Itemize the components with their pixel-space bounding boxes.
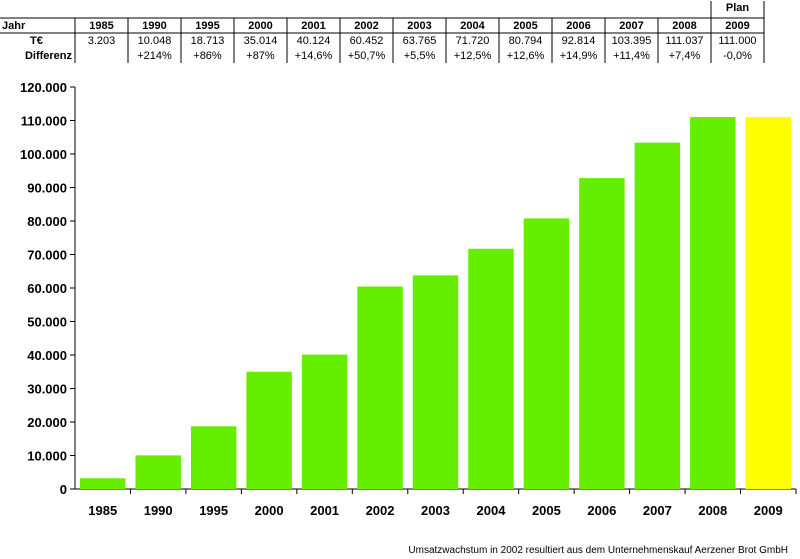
table-value: 103.395 [612,35,652,47]
y-tick-label: 30.000 [27,382,67,397]
x-tick-label: 1990 [144,503,173,518]
table-year: 1995 [195,20,219,32]
bar [690,117,736,489]
y-tick-label: 110.000 [21,114,67,129]
table-value: 80.794 [509,35,543,47]
table-year: 2008 [672,20,696,32]
bar-plan [745,117,792,490]
y-tick-label: 0 [60,482,67,497]
x-tick-label: 2005 [532,503,561,518]
bar [412,275,459,489]
x-tick-label: 2006 [587,503,616,518]
y-tick-label: 100.000 [20,147,67,162]
x-tick-label: 2008 [698,503,727,518]
table-diff-label: Differenz [25,50,73,62]
table-year: 2009 [725,20,749,32]
table-value: 35.014 [244,35,278,47]
table-value: 3.203 [88,35,116,47]
bar [468,248,514,489]
x-tick-label: 2003 [421,503,450,518]
table-diff: +11,4% [613,50,650,62]
bar [579,178,625,489]
y-tick-label: 50.000 [27,315,67,330]
table-plan-label: Plan [726,2,750,14]
table-value: 10.048 [138,35,172,47]
table-diff: +50,7% [348,50,386,62]
x-tick-label: 2001 [310,503,339,518]
y-tick-label: 40.000 [27,348,67,363]
bar [301,354,348,489]
table-year: 2005 [513,20,537,32]
x-tick-label: 2009 [754,503,783,518]
table-diff: +7,4% [669,50,701,62]
table-diff: +87% [246,50,275,62]
x-tick-label: 1995 [199,503,228,518]
y-tick-label: 80.000 [27,214,67,229]
table-value: 111.037 [665,35,703,47]
table-diff: +86% [193,50,222,62]
y-tick-label: 90.000 [27,181,67,196]
x-tick-label: 2007 [643,503,672,518]
table-value: 18.713 [191,35,225,47]
table-value: 111.000 [718,35,756,47]
bar [634,142,681,489]
y-tick-label: 120.000 [20,80,67,95]
table-diff: +214% [137,50,172,62]
y-tick-label: 60.000 [27,281,67,296]
bar [135,455,181,489]
table-diff: +12,6% [507,50,545,62]
table-value: 60.452 [350,35,384,47]
table-year: 1985 [89,20,113,32]
table-diff: +14,9% [560,50,598,62]
table-value: 92.814 [562,35,596,47]
x-tick-label: 2004 [477,503,507,518]
table-value-label: T€ [30,35,43,47]
table-year: 2006 [566,20,590,32]
table-diff: +12,5% [454,50,492,62]
table-value: 40.124 [297,35,331,47]
table-value: 71.720 [456,35,490,47]
footnote: Umsatzwachstum in 2002 resultiert aus de… [408,545,788,556]
table-year: 1990 [142,20,166,32]
table-year: 2004 [460,20,485,32]
table-year: 2003 [407,20,431,32]
bar-chart: 0 10.000 20.000 30.000 40.000 50.000 60.000 70.… [20,80,797,518]
table-year: 2002 [354,20,378,32]
table-header-label: Jahr [2,20,26,32]
bar [357,286,403,489]
y-tick-label: 10.000 [27,449,67,464]
x-tick-label: 2000 [255,503,284,518]
bar [190,426,237,489]
bar [79,478,126,489]
data-table: Jahr T€ Differenz Plan 1985 3.203 1990 10.048 +2… [0,1,765,63]
table-value: 63.765 [403,35,437,47]
x-tick-label: 2002 [366,503,395,518]
table-year: 2000 [248,20,272,32]
bar [246,371,292,489]
bar [523,218,570,490]
table-year: 2001 [301,20,325,32]
table-diff: +5,5% [404,50,436,62]
y-tick-label: 70.000 [27,248,67,263]
table-diff: -0,0% [723,50,752,62]
table-diff: +14,6% [295,50,333,62]
y-tick-label: 20.000 [27,415,67,430]
x-tick-label: 1985 [88,503,117,518]
table-year: 2007 [619,20,643,32]
